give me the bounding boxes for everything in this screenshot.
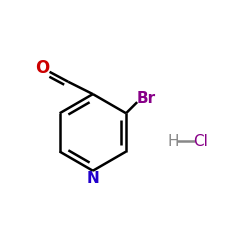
Text: Br: Br	[136, 91, 156, 106]
Text: N: N	[86, 171, 99, 186]
Text: O: O	[35, 59, 49, 77]
Text: Cl: Cl	[193, 134, 208, 148]
Text: H: H	[168, 134, 179, 148]
